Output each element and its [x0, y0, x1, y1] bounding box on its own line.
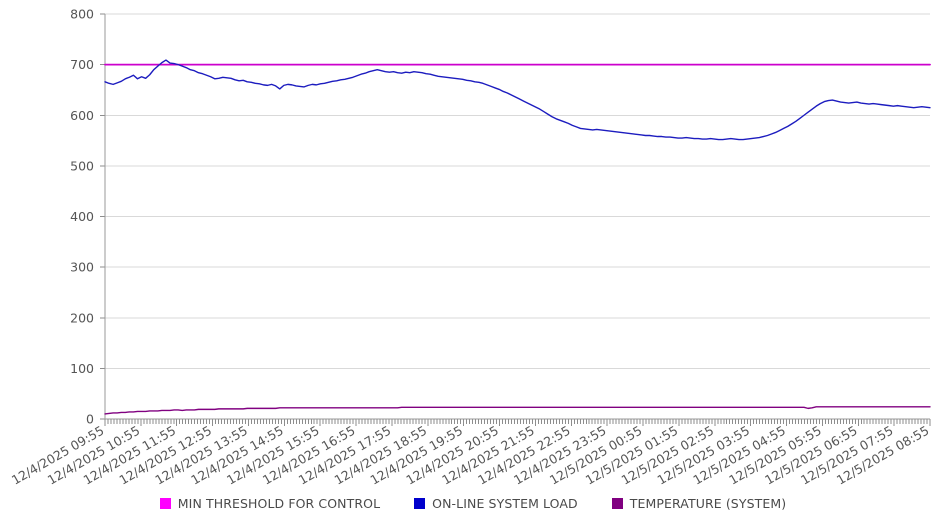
legend-swatch-icon — [414, 498, 426, 509]
y-axis-tick-label: 200 — [70, 310, 94, 325]
gridlines-group: 0 100 200 300 400 500 600 700 800 — [70, 7, 930, 427]
legend-item[interactable]: TEMPERATURE (SYSTEM) — [611, 496, 787, 511]
y-axis-tick-label: 700 — [70, 57, 94, 72]
y-axis-tick-label: 0 — [86, 412, 94, 427]
y-axis-tick-label: 300 — [70, 260, 94, 275]
legend-swatch-icon — [159, 498, 171, 509]
legend-item-label: ON-LINE SYSTEM LOAD — [432, 496, 578, 511]
legend-item-label: MIN THRESHOLD FOR CONTROL — [177, 496, 381, 511]
y-axis-tick-label: 400 — [70, 209, 94, 224]
legend-item[interactable]: MIN THRESHOLD FOR CONTROL — [159, 496, 381, 511]
legend-swatch-icon — [611, 498, 623, 509]
y-axis-tick-label: 800 — [70, 7, 94, 22]
series-line-1 — [104, 59, 931, 141]
series-group — [104, 59, 931, 415]
y-axis-tick-label: 500 — [70, 158, 94, 173]
series-line-2 — [104, 406, 931, 415]
y-axis-tick-label: 600 — [70, 108, 94, 123]
y-axis-tick-label: 100 — [70, 361, 94, 376]
legend-item[interactable]: ON-LINE SYSTEM LOAD — [414, 496, 578, 511]
chart-legend: MIN THRESHOLD FOR CONTROL ON-LINE SYSTEM … — [0, 496, 946, 511]
legend-item-label: TEMPERATURE (SYSTEM) — [629, 496, 787, 511]
x-axis-ticks-group — [104, 419, 931, 426]
